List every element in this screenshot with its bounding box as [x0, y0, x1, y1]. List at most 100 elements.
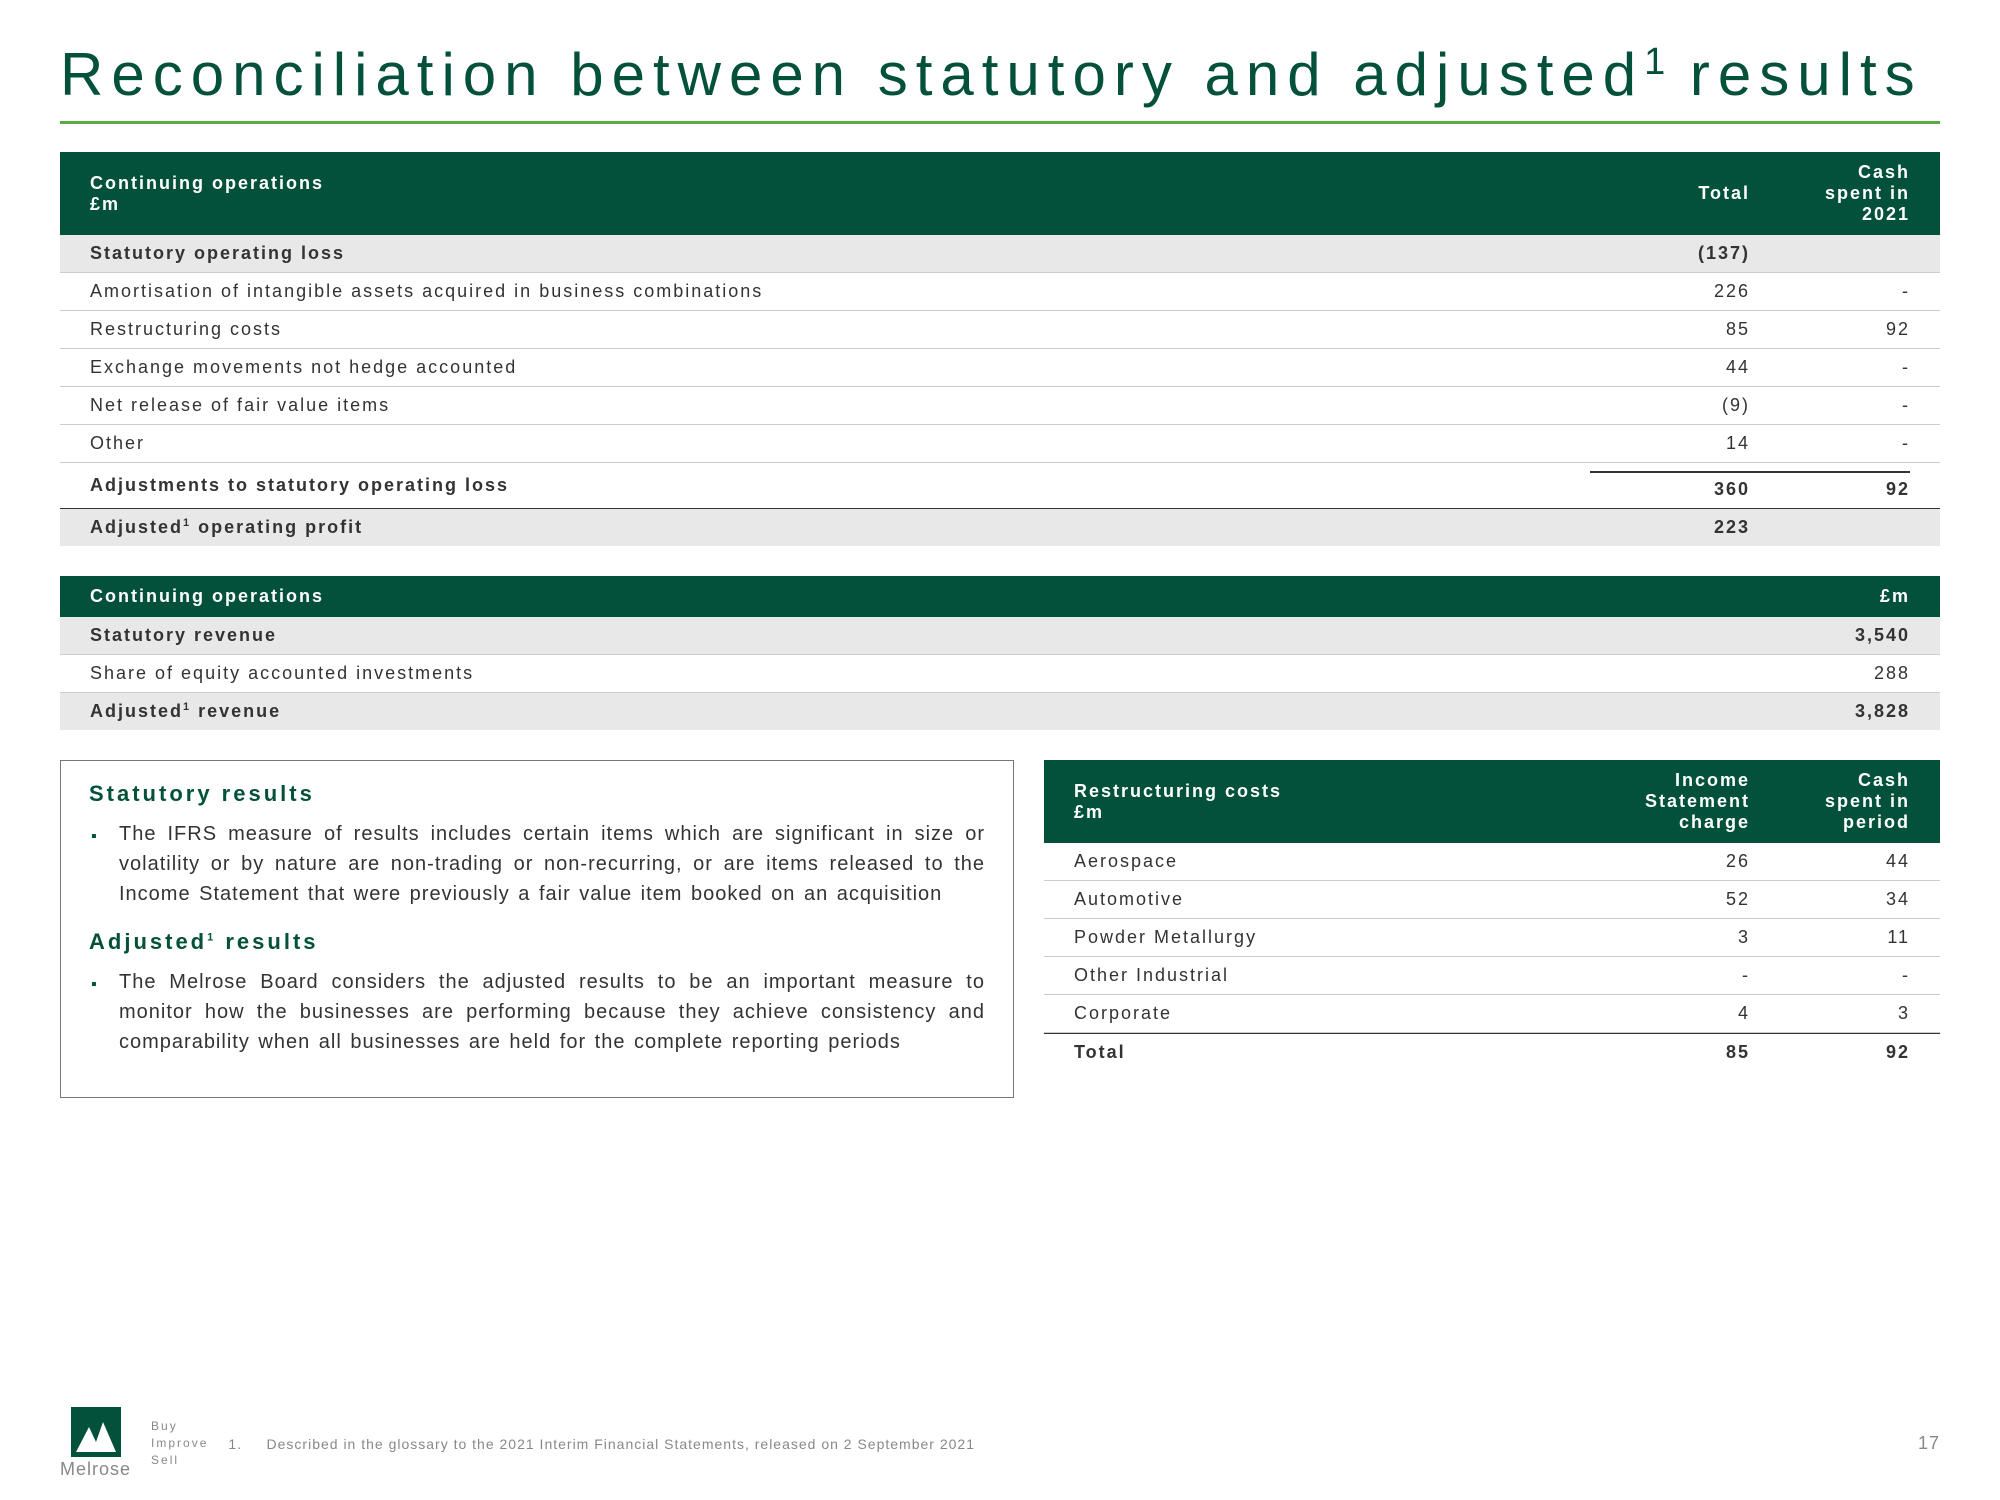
t2-r3-c1: 3,828 [1750, 701, 1910, 722]
buy-improve-sell: Buy Improve Sell [151, 1418, 208, 1468]
t2-r2-c1: 288 [1750, 663, 1910, 684]
t3-r4-c2: - [1750, 965, 1910, 986]
t2-r2-label: Share of equity accounted investments [90, 663, 1750, 684]
t3-r4-label: Other Industrial [1074, 965, 1590, 986]
table-row: Statutory revenue 3,540 [60, 617, 1940, 655]
textbox-hd2-sup: 1 [207, 932, 216, 944]
table-row: Other 14 - [60, 425, 1940, 463]
t1-r2-c1: 226 [1590, 281, 1750, 302]
t1-r6-c2: - [1750, 433, 1910, 454]
t3-r2-label: Automotive [1074, 889, 1590, 910]
t1-r5-c1: (9) [1590, 395, 1750, 416]
footnote-num: 1. [228, 1436, 242, 1452]
t1-hcol2b: spent in [1750, 183, 1910, 204]
t1-r8-label-a: Adjusted [90, 517, 183, 537]
table-row: Restructuring costs 85 92 [60, 311, 1940, 349]
t1-r2-label: Amortisation of intangible assets acquir… [90, 281, 1590, 302]
table-row: Automotive 52 34 [1044, 881, 1940, 919]
t3-r5-c1: 4 [1590, 1003, 1750, 1024]
title-text-b: results [1665, 41, 1922, 108]
t1-r8-label-b: operating profit [191, 517, 363, 537]
table-row: Adjustments to statutory operating loss … [60, 463, 1940, 509]
t3-r1-c2: 44 [1750, 851, 1910, 872]
t3-r1-c1: 26 [1590, 851, 1750, 872]
t3-hleft-b: £m [1074, 802, 1590, 823]
title-text-a: Reconciliation between statutory and adj… [60, 41, 1644, 108]
t2-r3-label-a: Adjusted [90, 701, 183, 721]
t1-r6-label: Other [90, 433, 1590, 454]
table-revenue: Continuing operations £m Statutory reven… [60, 576, 1940, 730]
t3-r1-label: Aerospace [1074, 851, 1590, 872]
bis-b: Improve [151, 1435, 208, 1452]
table-row: Other Industrial - - [1044, 957, 1940, 995]
t3-hleft-a: Restructuring costs [1074, 781, 1590, 802]
results-text-box: Statutory results The IFRS measure of re… [60, 760, 1014, 1098]
t1-hleft-a: Continuing operations [90, 173, 1590, 194]
t1-r6-c1: 14 [1590, 433, 1750, 454]
t1-hleft-b: £m [90, 194, 1590, 215]
t1-r1-label: Statutory operating loss [90, 243, 1590, 264]
logo-icon [71, 1407, 121, 1457]
t3-hcol2b: spent in [1750, 791, 1910, 812]
t1-hcol2a: Cash [1750, 162, 1910, 183]
t2-r3-sup: 1 [183, 701, 191, 713]
table-row: Net release of fair value items (9) - [60, 387, 1940, 425]
textbox-li1: The IFRS measure of results includes cer… [119, 819, 985, 909]
textbox-li2: The Melrose Board considers the adjusted… [119, 967, 985, 1057]
t3-r3-label: Powder Metallurgy [1074, 927, 1590, 948]
t3-hcol1b: Statement [1590, 791, 1750, 812]
t3-hcol1c: charge [1590, 812, 1750, 833]
t3-hcol2c: period [1750, 812, 1910, 833]
table-row: Total 85 92 [1044, 1033, 1940, 1071]
t3-r6-c1: 85 [1590, 1042, 1750, 1063]
t1-r7-label: Adjustments to statutory operating loss [90, 475, 1590, 496]
table3-header: Restructuring costs £m Income Statement … [1044, 760, 1940, 843]
table-reconciliation: Continuing operations £m Total Cash spen… [60, 152, 1940, 546]
table-row: Aerospace 26 44 [1044, 843, 1940, 881]
t1-r7-c2: 92 [1750, 471, 1910, 500]
t2-r1-label: Statutory revenue [90, 625, 1750, 646]
t1-r8-sup: 1 [183, 517, 191, 529]
table2-header: Continuing operations £m [60, 576, 1940, 617]
table-row: Corporate 4 3 [1044, 995, 1940, 1033]
t3-r2-c1: 52 [1590, 889, 1750, 910]
t3-r6-label: Total [1074, 1042, 1590, 1063]
t1-r5-c2: - [1750, 395, 1910, 416]
table-restructuring: Restructuring costs £m Income Statement … [1044, 760, 1940, 1098]
title-sup: 1 [1644, 41, 1665, 83]
t1-r8-c1: 223 [1590, 517, 1750, 538]
t1-r1-c1: (137) [1590, 243, 1750, 264]
t1-r3-c2: 92 [1750, 319, 1910, 340]
t1-r4-c1: 44 [1590, 357, 1750, 378]
t1-r4-label: Exchange movements not hedge accounted [90, 357, 1590, 378]
footnote: 1. Described in the glossary to the 2021… [228, 1436, 1898, 1452]
t2-hleft: Continuing operations [90, 586, 1750, 607]
page-number: 17 [1918, 1433, 1940, 1454]
t2-hcol: £m [1750, 586, 1910, 607]
t3-r3-c1: 3 [1590, 927, 1750, 948]
t1-r7-c1: 360 [1590, 471, 1750, 500]
t3-r5-label: Corporate [1074, 1003, 1590, 1024]
melrose-logo: Melrose [60, 1407, 131, 1480]
t1-hcol1: Total [1590, 183, 1750, 204]
table1-header: Continuing operations £m Total Cash spen… [60, 152, 1940, 235]
t3-hcol2a: Cash [1750, 770, 1910, 791]
bis-c: Sell [151, 1452, 208, 1469]
table-row: Exchange movements not hedge accounted 4… [60, 349, 1940, 387]
t2-r3-label-b: revenue [191, 701, 281, 721]
textbox-hd1: Statutory results [89, 781, 985, 807]
table-row: Share of equity accounted investments 28… [60, 655, 1940, 693]
table-row: Amortisation of intangible assets acquir… [60, 273, 1940, 311]
textbox-hd2-b: results [216, 929, 318, 954]
t3-r2-c2: 34 [1750, 889, 1910, 910]
t1-r2-c2: - [1750, 281, 1910, 302]
table-row: Powder Metallurgy 3 11 [1044, 919, 1940, 957]
t1-hcol2c: 2021 [1750, 204, 1910, 225]
footnote-text: Described in the glossary to the 2021 In… [267, 1436, 975, 1452]
t3-r5-c2: 3 [1750, 1003, 1910, 1024]
bis-a: Buy [151, 1418, 208, 1435]
t1-r3-c1: 85 [1590, 319, 1750, 340]
t1-r4-c2: - [1750, 357, 1910, 378]
t3-hcol1a: Income [1590, 770, 1750, 791]
page-title: Reconciliation between statutory and adj… [60, 40, 1940, 109]
